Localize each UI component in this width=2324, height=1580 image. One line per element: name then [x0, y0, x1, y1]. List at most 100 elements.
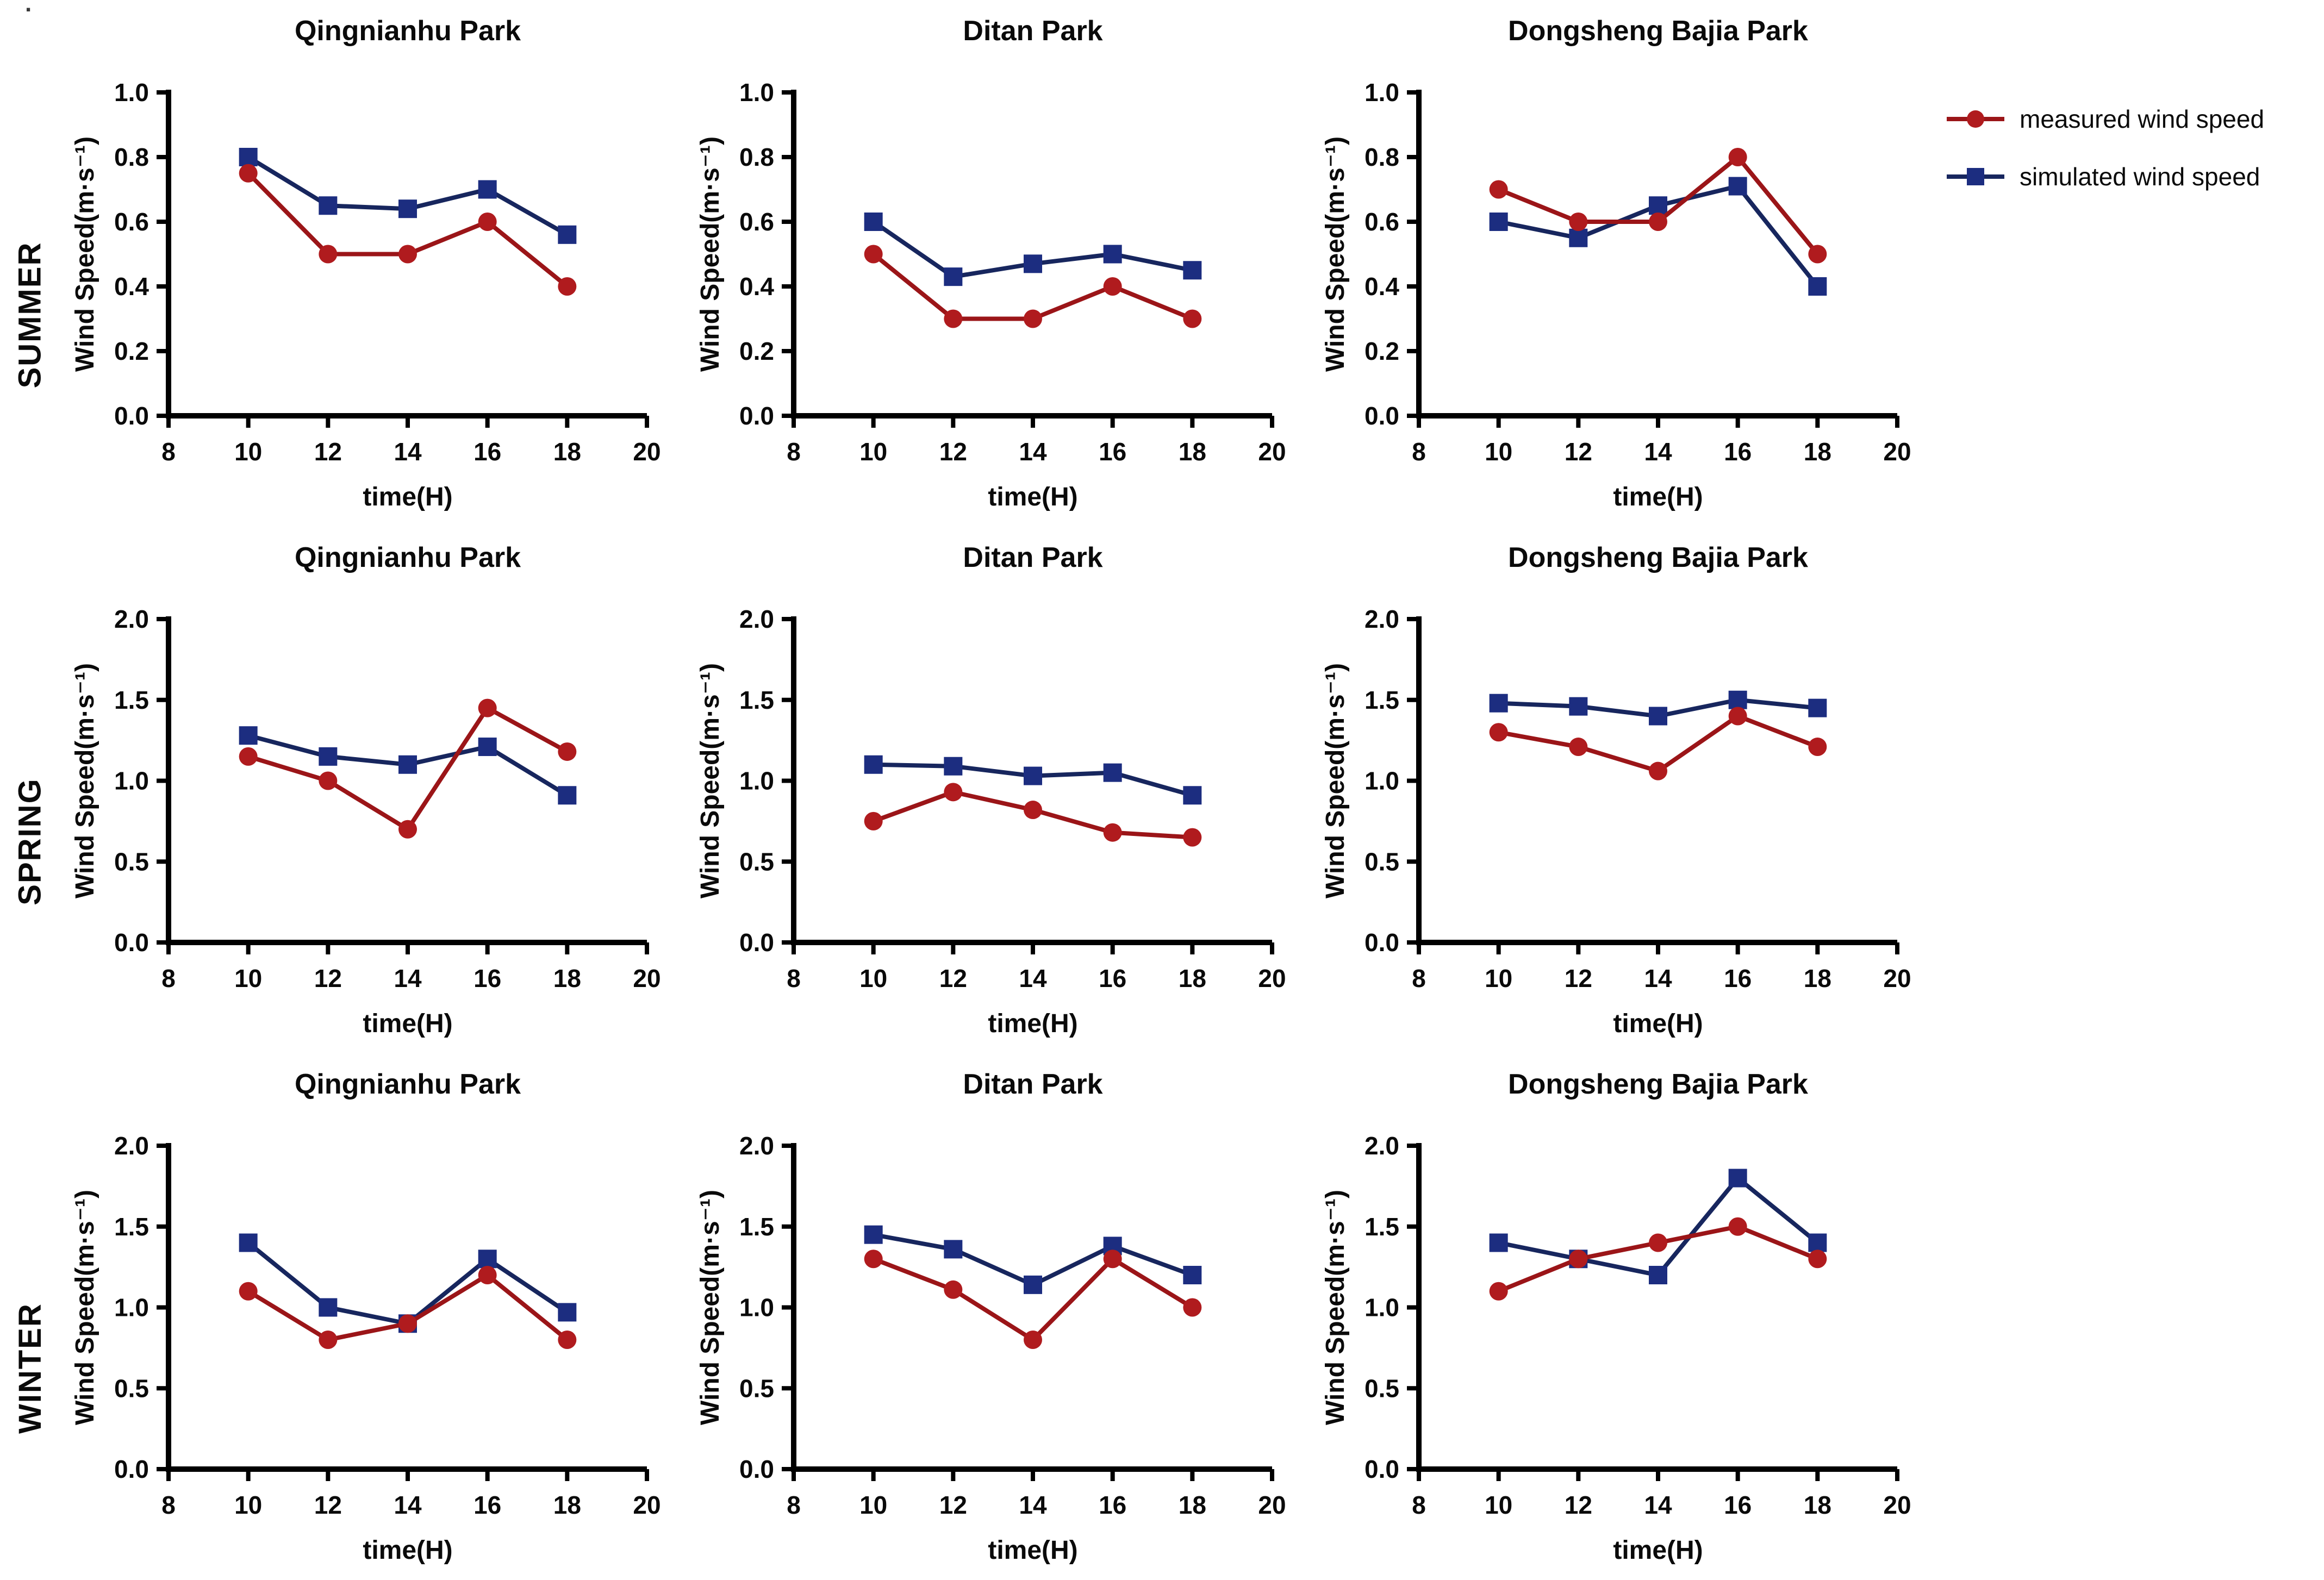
x-tick-label: 12 [939, 438, 967, 466]
measured-point [478, 1266, 497, 1284]
x-tick-label: 10 [234, 964, 262, 992]
y-tick-label: 0.8 [114, 143, 149, 171]
measured-point [1649, 761, 1667, 780]
x-tick-label: 20 [1258, 1491, 1286, 1519]
chart-title: Ditan Park [963, 1069, 1102, 1100]
chart-cell-winter-ditan-park: Ditan Park Wind Speed(m·s⁻¹) time(H) 8 10 12 1… [685, 1053, 1310, 1580]
x-tick-label: 8 [161, 1491, 176, 1519]
x-tick-label: 10 [234, 438, 262, 466]
x-tick-label: 20 [1883, 438, 1911, 466]
row-label-wrap: WINTER [0, 1053, 60, 1580]
x-tick-label: 18 [1804, 1491, 1831, 1519]
chart-title: Qingnianhu Park [295, 15, 521, 47]
y-tick-label: 0.2 [1365, 337, 1399, 365]
y-axis-label: Wind Speed(m·s⁻¹) [1321, 663, 1350, 898]
x-tick-label: 14 [394, 438, 422, 466]
y-tick-label: 1.0 [739, 78, 774, 107]
x-tick-label: 12 [1565, 1491, 1592, 1519]
measured-point [1489, 180, 1508, 199]
measured-point [1728, 148, 1747, 166]
x-tick-label: 20 [1883, 1491, 1911, 1519]
chart-winter-7: Ditan Park Wind Speed(m·s⁻¹) time(H) 8 10 12 1… [696, 1069, 1286, 1565]
y-axis-label: Wind Speed(m·s⁻¹) [696, 136, 725, 372]
simulated-point [1103, 245, 1122, 264]
x-tick-label: 8 [1412, 1491, 1426, 1519]
measured-point [1183, 1298, 1202, 1317]
simulated-point [944, 757, 963, 776]
simulated-point [239, 1233, 258, 1252]
measured-point [1183, 309, 1202, 328]
x-axis-label: time(H) [1613, 1009, 1703, 1038]
y-tick-label: 0.5 [1365, 1374, 1399, 1402]
x-axis-label: time(H) [363, 483, 452, 511]
x-tick-label: 16 [473, 438, 501, 466]
simulated-point [478, 1250, 497, 1269]
row-label-summer: SUMMER [12, 241, 48, 389]
measured-point [944, 1280, 963, 1299]
x-tick-label: 18 [1179, 438, 1206, 466]
x-tick-label: 14 [394, 1491, 422, 1519]
simulated-point [1489, 1233, 1508, 1252]
chart-winter-6: Qingnianhu Park Wind Speed(m·s⁻¹) time(H) 8… [71, 1069, 661, 1565]
measured-point [1103, 1250, 1122, 1269]
x-tick-label: 16 [1099, 1491, 1126, 1519]
measured-point [558, 277, 577, 296]
x-tick-label: 16 [1724, 1491, 1752, 1519]
measured-point [558, 1331, 577, 1349]
x-tick-label: 10 [1485, 964, 1512, 992]
x-tick-label: 8 [161, 964, 176, 992]
measured-point [1103, 823, 1122, 842]
simulated-point [478, 738, 497, 757]
x-tick-label: 8 [787, 438, 801, 466]
row-label-wrap: SPRING [0, 527, 60, 1053]
y-tick-label: 2.0 [114, 605, 149, 633]
y-tick-label: 1.5 [114, 686, 149, 714]
measured-point [1728, 707, 1747, 726]
x-tick-label: 18 [553, 438, 581, 466]
chart-cell-winter-qingnianhu-park: Qingnianhu Park Wind Speed(m·s⁻¹) time(H) 8… [60, 1053, 685, 1580]
y-tick-label: 0.5 [1365, 847, 1399, 876]
simulated-point [1649, 1266, 1667, 1284]
y-axis-label: Wind Speed(m·s⁻¹) [1321, 1190, 1350, 1425]
simulated-point [558, 225, 577, 244]
y-tick-label: 2.0 [1365, 605, 1399, 633]
y-tick-label: 1.0 [739, 767, 774, 795]
legend-label: measured wind speed [2020, 105, 2265, 133]
x-tick-label: 10 [859, 438, 887, 466]
y-tick-label: 0.0 [739, 1455, 774, 1483]
simulated-point [478, 180, 497, 199]
row-label-wrap: SUMMER [0, 0, 60, 527]
chart-title: Dongsheng Bajia Park [1508, 542, 1808, 573]
chart-cell-spring-ditan-park: Ditan Park Wind Speed(m·s⁻¹) time(H) 8 10 12 1… [685, 527, 1310, 1053]
y-tick-label: 1.0 [1365, 1294, 1399, 1322]
y-tick-label: 0.6 [114, 208, 149, 236]
simulated-point [1808, 698, 1827, 717]
x-tick-label: 12 [939, 964, 967, 992]
measured-point [864, 245, 883, 264]
measured-point [1808, 245, 1827, 264]
y-tick-label: 1.5 [739, 686, 774, 714]
y-axis-label: Wind Speed(m·s⁻¹) [71, 136, 99, 372]
x-tick-label: 18 [553, 964, 581, 992]
measured-point [1489, 1282, 1508, 1301]
x-tick-label: 14 [1644, 1491, 1672, 1519]
y-tick-label: 1.0 [1365, 78, 1399, 107]
figure-row-spring: SPRING Qingnianhu Park Wind Speed(m·s⁻¹) ti… [0, 527, 1935, 1053]
simulated-point [239, 148, 258, 166]
measured-legend-marker-icon [1947, 110, 2004, 128]
y-tick-label: 0.0 [739, 928, 774, 957]
y-tick-label: 0.8 [1365, 143, 1399, 171]
simulated-line [1498, 1175, 1819, 1278]
y-axis-label: Wind Speed(m·s⁻¹) [696, 663, 725, 898]
figure-row-winter: WINTER Qingnianhu Park Wind Speed(m·s⁻¹) ti… [0, 1053, 1935, 1580]
x-tick-label: 14 [1019, 438, 1047, 466]
figure-row-summer: SUMMER Qingnianhu Park Wind Speed(m·s⁻¹) ti… [0, 0, 1935, 527]
y-tick-label: 0.4 [1365, 272, 1399, 301]
x-tick-label: 8 [1412, 438, 1426, 466]
y-tick-label: 0.0 [1365, 402, 1399, 430]
chart-summer-1: Ditan Park Wind Speed(m·s⁻¹) time(H) 8 10 12 1… [696, 15, 1286, 511]
x-tick-label: 18 [1179, 1491, 1206, 1519]
y-tick-label: 1.5 [1365, 686, 1399, 714]
chart-cell-spring-dongsheng-bajia-park: Dongsheng Bajia Park Wind Speed(m·s⁻¹) tim… [1310, 527, 1935, 1053]
